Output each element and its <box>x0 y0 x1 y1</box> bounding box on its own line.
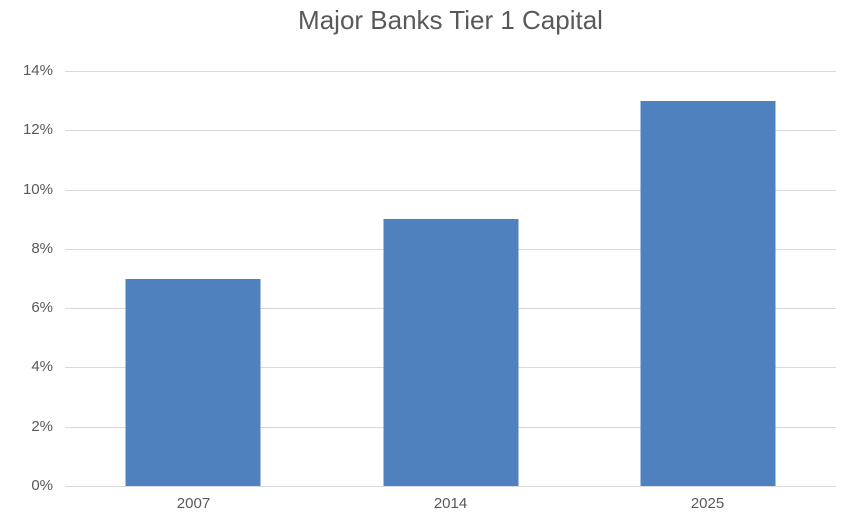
gridline-12% <box>65 130 836 132</box>
x-axis-label-2007: 2007 <box>176 495 211 512</box>
bar-2014 <box>383 219 518 486</box>
x-axis-labels: 2007 2014 2025 <box>65 486 836 527</box>
y-tick-label-10%: 10% <box>22 180 53 198</box>
y-tick-label-4%: 4% <box>31 358 53 376</box>
y-tick-label-6%: 6% <box>31 299 53 317</box>
gridline-0% <box>65 486 836 487</box>
gridline-10% <box>65 189 836 191</box>
x-axis-label-2014: 2014 <box>433 495 468 512</box>
y-tick-label-12%: 12% <box>22 121 53 139</box>
y-tick-label-14%: 14% <box>22 62 53 79</box>
chart-title: Major Banks Tier 1 Capital <box>298 5 603 35</box>
plot-area <box>65 71 836 487</box>
y-tick-label-2%: 2% <box>31 417 53 435</box>
bar-2007 <box>125 278 261 486</box>
y-tick-label-0%: 0% <box>31 477 53 494</box>
y-axis-labels: 14% 12% 10% 8% 6% 4% 2% 0% <box>0 63 53 494</box>
y-tick-label-8%: 8% <box>31 239 53 257</box>
gridline-14% <box>65 71 836 72</box>
x-axis-label-2025: 2025 <box>690 495 725 512</box>
bar-2025 <box>640 100 775 486</box>
